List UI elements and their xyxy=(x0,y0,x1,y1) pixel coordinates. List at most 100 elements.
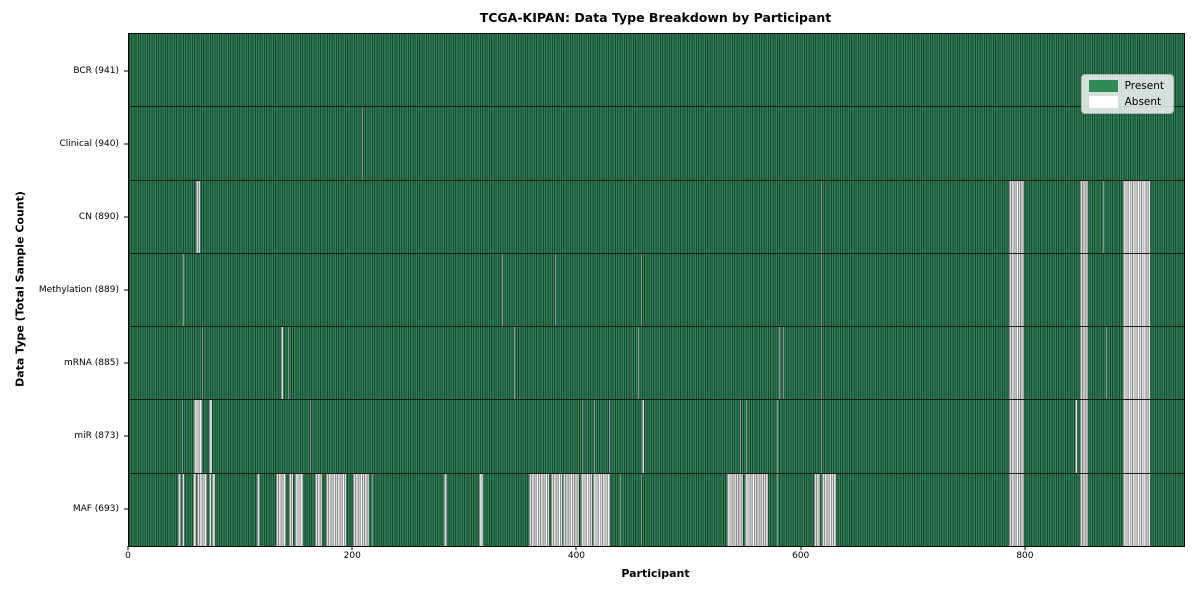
absent-segment xyxy=(1105,327,1107,400)
absent-segment xyxy=(208,400,212,473)
absent-segment xyxy=(1009,180,1024,253)
absent-segment xyxy=(1075,400,1078,473)
absent-segment xyxy=(1123,400,1151,473)
absent-segment xyxy=(744,473,769,546)
y-tick-mark xyxy=(124,435,128,437)
absent-segment xyxy=(256,473,261,546)
absent-segment xyxy=(1123,253,1151,327)
absent-segment xyxy=(294,473,303,546)
y-tick-label-miR: miR (873) xyxy=(74,431,119,442)
y-tick-mark xyxy=(124,289,128,291)
absent-segment xyxy=(820,180,822,253)
absent-segment xyxy=(1079,400,1088,473)
row-miR xyxy=(129,400,1184,474)
absent-segment xyxy=(1079,253,1088,327)
absent-segment xyxy=(581,400,584,473)
x-tick-label: 600 xyxy=(792,551,810,561)
absent-segment xyxy=(197,473,208,546)
legend-entry-absent: Absent xyxy=(1088,96,1164,108)
absent-segment xyxy=(182,253,184,327)
y-tick-label-BCR: BCR (941) xyxy=(73,65,119,76)
absent-segment xyxy=(1009,253,1024,327)
absent-segment xyxy=(372,473,374,546)
absent-segment xyxy=(1009,473,1024,546)
legend-label-absent: Absent xyxy=(1124,96,1162,108)
legend-label-present: Present xyxy=(1124,80,1164,92)
absent-segment xyxy=(208,473,211,546)
present-swatch xyxy=(1088,80,1118,92)
absent-segment xyxy=(478,473,484,546)
absent-segment xyxy=(777,400,779,473)
absent-swatch xyxy=(1088,96,1118,108)
absent-segment xyxy=(196,180,200,253)
y-tick-label-MAF: MAF (693) xyxy=(72,504,119,515)
absent-segment xyxy=(178,473,181,546)
absent-segment xyxy=(620,473,622,546)
y-tick-label-CN: CN (890) xyxy=(78,211,119,222)
absent-segment xyxy=(814,473,820,546)
legend-entry-present: Present xyxy=(1088,80,1164,92)
row-Clinical xyxy=(129,107,1184,181)
chart-title: TCGA-KIPAN: Data Type Breakdown by Parti… xyxy=(479,10,832,25)
absent-segment xyxy=(641,473,643,546)
absent-segment xyxy=(181,473,184,546)
x-tick-mark xyxy=(1024,546,1026,550)
absent-segment xyxy=(194,400,202,473)
x-tick-mark xyxy=(575,546,577,550)
absent-segment xyxy=(593,473,610,546)
absent-segment xyxy=(288,327,290,400)
absent-segment xyxy=(726,473,744,546)
absent-segment xyxy=(1123,327,1151,400)
absent-segment xyxy=(821,473,837,546)
absent-segment xyxy=(326,473,347,546)
absent-segment xyxy=(580,473,593,546)
absent-segment xyxy=(211,473,216,546)
plot-area: Present Absent xyxy=(128,33,1185,547)
absent-segment xyxy=(529,473,550,546)
row-BCR xyxy=(129,34,1184,108)
x-axis-label: Participant xyxy=(621,567,690,580)
heatmap-rows xyxy=(129,34,1184,546)
y-tick-mark xyxy=(124,362,128,364)
absent-segment xyxy=(1079,473,1088,546)
legend: Present Absent xyxy=(1080,74,1174,114)
absent-segment xyxy=(201,327,203,400)
y-tick-mark xyxy=(124,143,128,145)
row-CN xyxy=(129,180,1184,254)
y-tick-label-Clinical: Clinical (940) xyxy=(59,138,119,149)
absent-segment xyxy=(1009,327,1024,400)
row-mRNA xyxy=(129,327,1184,401)
x-tick-mark xyxy=(351,546,353,550)
absent-segment xyxy=(777,473,779,546)
x-tick-label: 200 xyxy=(343,551,361,561)
absent-segment xyxy=(779,327,781,400)
y-tick-mark xyxy=(124,508,128,510)
row-Methylation xyxy=(129,253,1184,328)
absent-segment xyxy=(820,253,822,327)
absent-segment xyxy=(594,400,596,473)
absent-segment xyxy=(562,473,579,546)
absent-segment xyxy=(550,473,562,546)
absent-segment xyxy=(275,473,286,546)
absent-segment xyxy=(641,253,643,327)
absent-segment xyxy=(353,473,369,546)
absent-segment xyxy=(782,327,784,400)
y-tick-labels: BCR (941) Clinical (940) CN (890) Methylati… xyxy=(0,34,121,546)
absent-segment xyxy=(820,400,822,473)
absent-segment xyxy=(1009,400,1024,473)
absent-segment xyxy=(1103,180,1105,253)
absent-segment xyxy=(309,400,311,473)
absent-segment xyxy=(745,400,747,473)
absent-segment xyxy=(362,107,364,180)
x-tick-mark xyxy=(800,546,802,550)
absent-segment xyxy=(638,327,640,400)
absent-segment xyxy=(181,400,183,473)
y-tick-label-Methylation: Methylation (889) xyxy=(38,285,119,295)
row-MAF xyxy=(129,473,1184,546)
y-tick-mark xyxy=(124,70,128,72)
absent-segment xyxy=(1123,180,1151,253)
absent-segment xyxy=(1079,327,1088,400)
x-tick-label: 0 xyxy=(125,551,131,561)
absent-segment xyxy=(281,327,283,400)
